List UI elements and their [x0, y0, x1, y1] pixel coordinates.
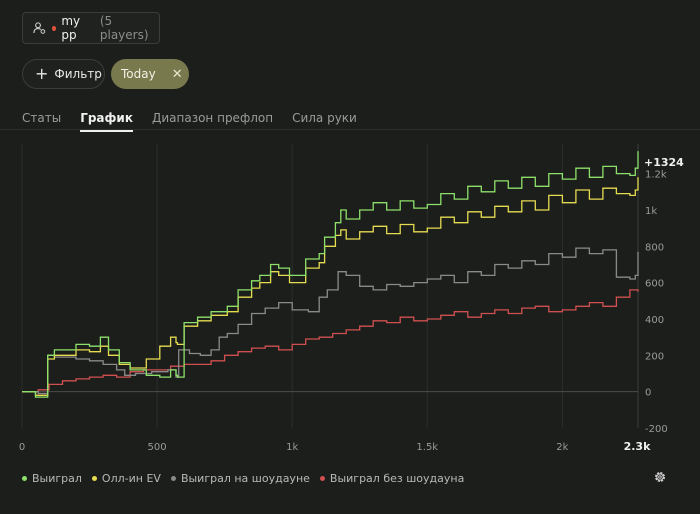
gear-icon[interactable] — [653, 470, 667, 484]
legend-marker — [22, 476, 27, 481]
tab-divider — [0, 129, 700, 130]
tab-bar: Статы График Диапазон префлоп Сила руки — [22, 111, 376, 132]
player-count: (5 players) — [99, 14, 149, 42]
end-value-label: +1324 — [644, 156, 684, 169]
filter-chip-today[interactable]: Today ✕ — [111, 59, 189, 89]
legend-item-won[interactable]: Выиграл — [22, 472, 82, 485]
series-line — [22, 247, 639, 395]
y-tick-label: 1.2k — [645, 170, 667, 181]
filter-chip-label: Today — [121, 67, 156, 81]
y-tick-label: 600 — [645, 279, 664, 290]
status-dot — [51, 25, 57, 31]
tab-stats[interactable]: Статы — [22, 111, 62, 125]
plus-icon: + — [35, 64, 49, 83]
y-tick-label: 400 — [645, 315, 664, 326]
winnings-chart[interactable]: -200 0 200 400 600 800 1k 1.2k 0 500 1k 1.5k 2k 2.3k +… — [0, 130, 700, 460]
player-selector[interactable]: my pp (5 players) — [22, 12, 160, 44]
legend-label: Выиграл без шоудауна — [329, 472, 465, 485]
y-tick-label: 800 — [645, 242, 664, 253]
tab-graph[interactable]: График — [80, 111, 133, 132]
tab-hand-strength[interactable]: Сила руки — [292, 111, 357, 125]
series-line — [22, 289, 639, 393]
filter-button-label: Фильтр — [54, 67, 102, 81]
x-tick-label: 1.5k — [416, 442, 438, 453]
x-tick-label: 2.3k — [624, 440, 651, 453]
legend-item-allin-ev[interactable]: Олл-ин EV — [91, 472, 161, 485]
legend-label: Выиграл на шоудауне — [180, 472, 310, 485]
legend-marker — [170, 476, 176, 481]
legend-label: Олл-ин EV — [101, 472, 161, 485]
y-tick-label: -200 — [645, 424, 668, 435]
close-icon[interactable]: ✕ — [171, 66, 183, 82]
x-tick-label: 2k — [556, 442, 568, 453]
chart-legend: Выиграл Олл-ин EV Выиграл на шоудауне Вы… — [22, 472, 474, 485]
legend-marker — [319, 476, 325, 481]
legend-label: Выиграл — [32, 472, 82, 485]
y-tick-label: 1k — [645, 206, 657, 217]
series-line — [22, 151, 639, 398]
tab-preflop-range[interactable]: Диапазон префлоп — [151, 111, 274, 125]
legend-marker — [91, 476, 97, 481]
y-tick-label: 200 — [645, 351, 664, 362]
user-settings-icon — [33, 22, 46, 34]
filter-button[interactable]: + Фильтр — [22, 59, 105, 89]
x-tick-label: 0 — [19, 442, 25, 453]
player-name: my pp — [61, 14, 81, 42]
series-line — [22, 177, 639, 396]
legend-item-non-showdown[interactable]: Выиграл без шоудауна — [319, 472, 465, 485]
x-tick-label: 500 — [148, 442, 167, 453]
y-tick-label: 0 — [645, 388, 651, 399]
legend-item-showdown[interactable]: Выиграл на шоудауне — [170, 472, 310, 485]
x-tick-label: 1k — [286, 442, 298, 453]
